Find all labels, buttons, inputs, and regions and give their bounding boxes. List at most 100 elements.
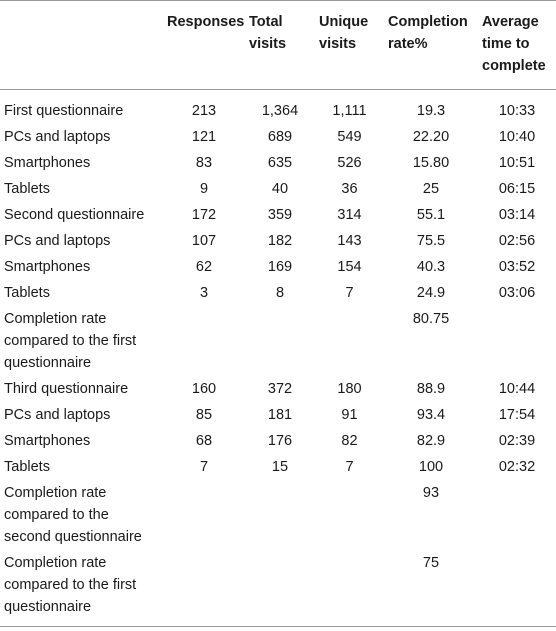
completion-rate-cell: 75.5 [416, 233, 446, 249]
unique-visits-cell: 549 [337, 129, 362, 145]
total-visits-cell: 181 [267, 407, 293, 423]
average-time-cell: 02:56 [498, 233, 536, 249]
unique-visits-cell [315, 550, 384, 627]
average-time-cell: 03:06 [498, 285, 536, 301]
average-time-cell [478, 480, 556, 550]
table-body: First questionnaire 213 1,364 1,111 19.3 10:3… [0, 90, 556, 627]
table-row: First questionnaire 213 1,364 1,111 19.3 10:3… [0, 90, 556, 125]
unique-visits-cell: 154 [337, 259, 362, 275]
responses-cell: 83 [195, 155, 213, 171]
average-time-cell: 10:44 [498, 381, 536, 397]
row-label: Third questionnaire [4, 381, 129, 397]
completion-rate-cell: 82.9 [416, 433, 446, 449]
completion-rate-cell: 100 [418, 459, 444, 475]
average-time-cell: 17:54 [498, 407, 536, 423]
total-visits-cell: 176 [267, 433, 293, 449]
unique-visits-cell: 36 [341, 181, 358, 197]
row-label: Smartphones [4, 259, 91, 275]
completion-rate-cell: 25 [422, 181, 440, 197]
total-visits-cell: 40 [271, 181, 289, 197]
table-row: Completion rate compared to the first qu… [0, 306, 556, 376]
total-visits-cell: 689 [267, 129, 293, 145]
completion-rate-cell: 93 [422, 485, 440, 501]
responses-cell: 62 [195, 259, 213, 275]
table-row: Smartphones 62 169 154 40.3 03:52 [0, 254, 556, 280]
completion-rate-cell: 19.3 [416, 103, 446, 119]
average-time-cell: 02:39 [498, 433, 536, 449]
responses-cell: 7 [199, 459, 209, 475]
responses-cell: 68 [195, 433, 213, 449]
completion-rate-cell: 22.20 [412, 129, 450, 145]
row-label: Tablets [4, 459, 50, 475]
table-row: PCs and laptops 107 182 143 75.5 02:56 [0, 228, 556, 254]
completion-rate-cell: 80.75 [412, 311, 450, 327]
average-time-cell: 02:32 [498, 459, 536, 475]
total-visits-cell: 169 [267, 259, 293, 275]
unique-visits-cell: 180 [337, 381, 362, 397]
average-time-cell [478, 550, 556, 627]
responses-cell: 121 [191, 129, 217, 145]
responses-cell: 172 [191, 207, 217, 223]
row-label: PCs and laptops [4, 129, 111, 145]
row-label: PCs and laptops [4, 233, 111, 249]
table-row: Tablets 3 8 7 24.9 03:06 [0, 280, 556, 306]
row-label: Completion rate compared to the first qu… [4, 311, 137, 371]
total-visits-cell: 182 [267, 233, 293, 249]
responses-cell: 9 [199, 181, 209, 197]
average-time-cell: 10:40 [498, 129, 536, 145]
total-visits-cell [245, 550, 315, 627]
completion-rate-cell: 88.9 [416, 381, 446, 397]
average-time-cell: 06:15 [498, 181, 536, 197]
row-label: PCs and laptops [4, 407, 111, 423]
table-row: PCs and laptops 121 689 549 22.20 10:40 [0, 124, 556, 150]
total-visits-cell: 372 [267, 381, 293, 397]
table-row: Smartphones 68 176 82 82.9 02:39 [0, 428, 556, 454]
row-label: Smartphones [4, 433, 91, 449]
total-visits-cell [245, 480, 315, 550]
total-visits-cell: 359 [267, 207, 293, 223]
responses-cell: 107 [191, 233, 217, 249]
unique-visits-cell [315, 306, 384, 376]
table-row: Smartphones 83 635 526 15.80 10:51 [0, 150, 556, 176]
average-time-cell: 03:52 [498, 259, 536, 275]
unique-visits-cell: 314 [337, 207, 362, 223]
table-row: Third questionnaire 160 372 180 88.9 10:44 [0, 376, 556, 402]
average-time-cell: 03:14 [498, 207, 536, 223]
completion-rate-cell: 15.80 [412, 155, 450, 171]
completion-rate-cell: 75 [384, 550, 478, 627]
responses-cell: 85 [195, 407, 213, 423]
row-label: Second questionnaire [4, 207, 145, 223]
row-label: Smartphones [4, 155, 91, 171]
unique-visits-cell [315, 480, 384, 550]
header-row: Responses Total visits Unique visits Com… [0, 0, 556, 90]
average-time-cell: 10:33 [498, 103, 536, 119]
table-row: Tablets 7 15 7 100 02:32 [0, 454, 556, 480]
total-visits-cell [245, 306, 315, 376]
table-row: PCs and laptops 85 181 91 93.4 17:54 [0, 402, 556, 428]
table-row: Completion rate compared to the second q… [0, 480, 556, 550]
unique-visits-cell: 91 [341, 407, 358, 423]
unique-visits-cell: 7 [345, 285, 354, 301]
unique-visits-cell: 7 [345, 459, 354, 475]
unique-visits-cell: 143 [337, 233, 362, 249]
row-label: First questionnaire [4, 103, 124, 119]
completion-rate-cell: 55.1 [416, 207, 446, 223]
table-row: Second questionnaire 172 359 314 55.1 03:14 [0, 202, 556, 228]
table-row: Tablets 9 40 36 25 06:15 [0, 176, 556, 202]
responses-cell: 160 [191, 381, 217, 397]
total-visits-cell: 635 [267, 155, 293, 171]
responses-cell: 213 [191, 103, 217, 119]
header-cell-unique-visits: Unique visits [315, 0, 384, 90]
total-visits-cell: 1,364 [261, 103, 299, 119]
completion-rate-cell: 24.9 [416, 285, 446, 301]
table-row: Completion rate compared to the first qu… [0, 550, 556, 627]
header-cell-responses: Responses [163, 0, 245, 90]
row-label: Completion rate compared to the first qu… [0, 550, 163, 627]
unique-visits-cell: 1,111 [332, 103, 367, 119]
header-cell-label [0, 0, 163, 90]
responses-cell [163, 550, 245, 627]
total-visits-cell: 15 [271, 459, 289, 475]
unique-visits-cell: 526 [337, 155, 362, 171]
